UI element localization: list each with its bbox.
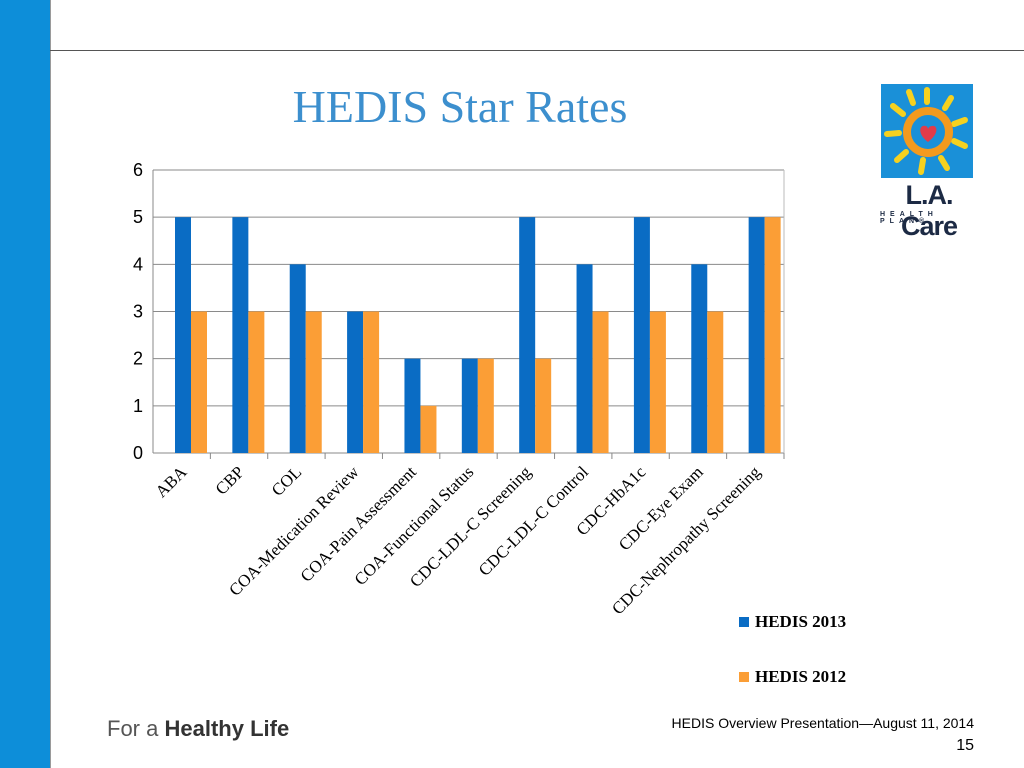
y-tick-label: 4 (133, 254, 143, 274)
bar (576, 264, 593, 453)
legend-swatch (739, 617, 749, 627)
x-tick-label: CBP (212, 462, 248, 498)
bar (363, 311, 380, 453)
bar (305, 311, 322, 453)
bar (535, 358, 552, 453)
bar (707, 311, 724, 453)
legend-swatch (739, 672, 749, 682)
y-tick-label: 6 (133, 160, 143, 180)
bar (748, 217, 765, 453)
bar (232, 217, 249, 453)
bar (248, 311, 265, 453)
bar (649, 311, 666, 453)
x-tick-label: COL (268, 462, 305, 499)
page-number: 15 (956, 737, 974, 754)
bar (191, 311, 207, 453)
bar (633, 217, 650, 453)
vertical-divider (50, 0, 51, 768)
accent-sidebar (0, 0, 50, 768)
bar (420, 405, 437, 453)
bar (175, 217, 191, 453)
bar (691, 264, 708, 453)
footer-tagline: For a Healthy Life (107, 716, 289, 742)
bar (289, 264, 306, 453)
tagline-prefix: For a (107, 716, 159, 741)
y-tick-label: 3 (133, 302, 143, 322)
slide-title: HEDIS Star Rates (292, 81, 628, 132)
bar (404, 358, 421, 453)
y-tick-label: 2 (133, 349, 143, 369)
footer-text: HEDIS Overview Presentation—August 11, 2… (671, 715, 974, 731)
bar (477, 358, 494, 453)
bar (461, 358, 478, 453)
legend-label: HEDIS 2012 (755, 667, 846, 686)
tagline-bold: Healthy Life (164, 716, 290, 741)
logo-wordmark: L.A. Care (900, 180, 958, 241)
la-care-logo: L.A. Care HEALTH PLAN® (878, 84, 980, 241)
y-tick-label: 5 (133, 207, 143, 227)
x-tick-label: CDC-LDL-C Control (475, 462, 592, 579)
top-divider (50, 50, 1024, 51)
legend-label: HEDIS 2013 (755, 612, 846, 631)
sun-emblem-icon (881, 84, 973, 178)
y-tick-label: 1 (133, 396, 143, 416)
y-tick-label: 0 (133, 443, 143, 463)
x-tick-label: ABA (152, 462, 191, 501)
bar (519, 217, 536, 453)
bar (592, 311, 609, 453)
bar (764, 217, 781, 453)
logo-subtitle: HEALTH PLAN® (880, 211, 938, 225)
bar (347, 311, 364, 453)
